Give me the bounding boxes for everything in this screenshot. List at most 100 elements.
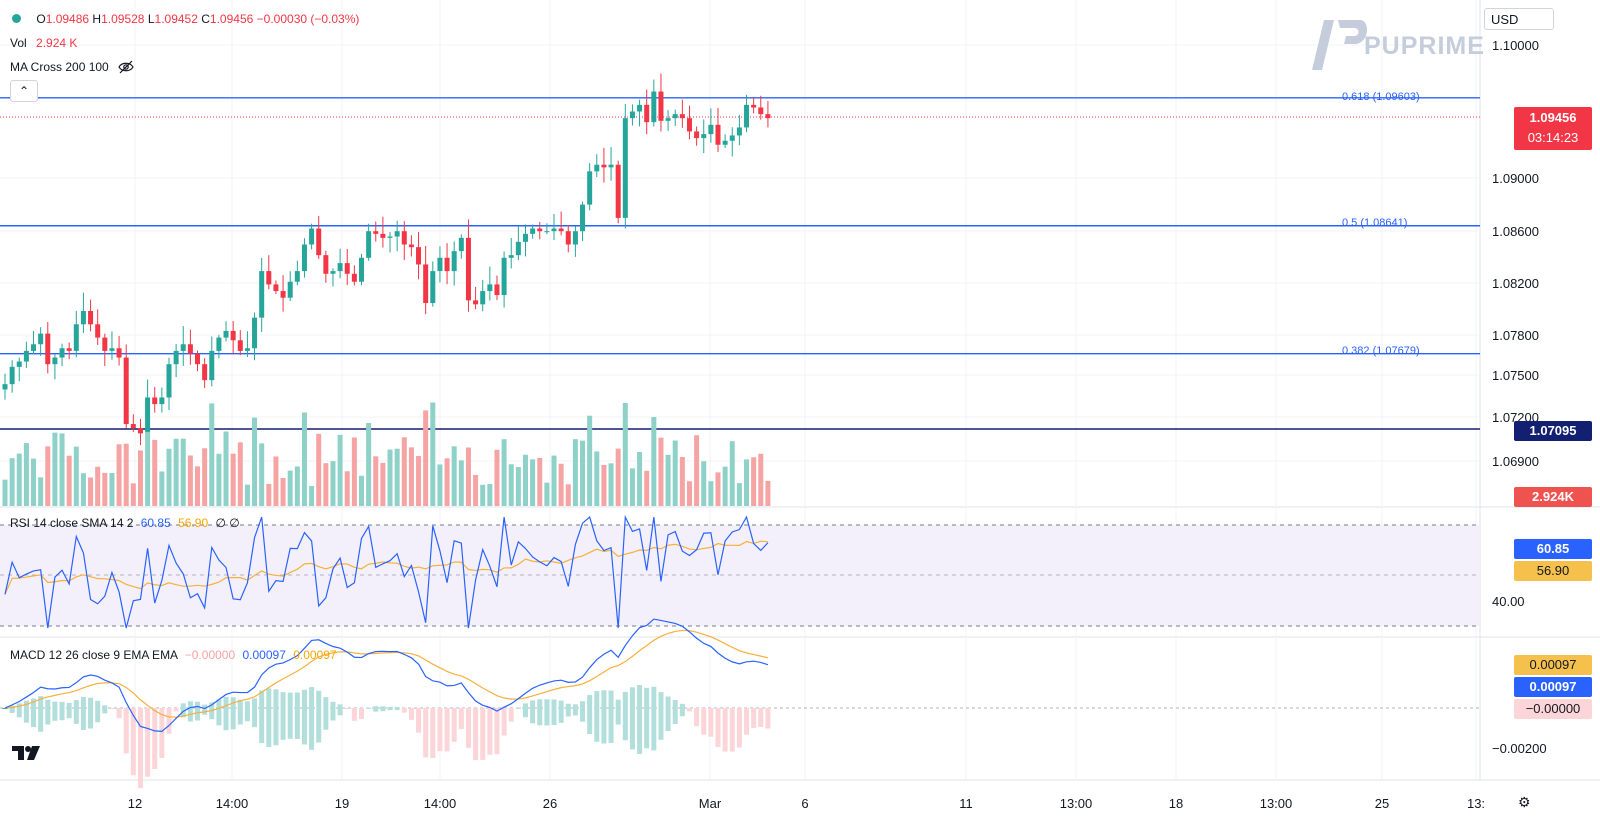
volume-bar [580, 440, 586, 506]
volume-bar [73, 446, 79, 506]
macd-histogram-bar [465, 708, 471, 748]
macd-histogram-bar [280, 692, 286, 740]
candle-body [758, 107, 764, 115]
time-tick: 25 [1374, 796, 1390, 811]
candle-body [316, 228, 322, 256]
candle-body [465, 237, 471, 301]
macd-histogram-bar [273, 689, 279, 746]
candle-body [366, 231, 372, 258]
volume-bar [444, 458, 450, 506]
macd-histogram-bar [330, 701, 336, 721]
macd-histogram-bar [665, 696, 671, 731]
macd-histogram-bar [66, 702, 72, 719]
macd-histogram-bar [594, 691, 600, 742]
candle-body [301, 244, 307, 272]
candle-body [380, 233, 386, 238]
volume-bar [66, 455, 72, 506]
candle-body [337, 263, 343, 272]
macd-histogram-bar [38, 696, 44, 732]
candle-body [551, 228, 557, 232]
collapse-legend-button[interactable]: ⌃ [10, 80, 38, 102]
volume-bar [722, 466, 728, 506]
volume-bar [487, 484, 493, 506]
volume-bar [394, 448, 400, 506]
candle-body [401, 231, 407, 245]
candle-body [744, 104, 750, 128]
settings-gear-icon[interactable]: ⚙ [1518, 794, 1531, 810]
candle-body [294, 271, 300, 282]
macd-histogram-bar [173, 708, 179, 712]
volume-bar [594, 451, 600, 506]
candle-body [237, 340, 243, 351]
macd-histogram-bar [672, 699, 678, 725]
currency-selector[interactable]: USD [1484, 8, 1554, 30]
time-tick: 26 [542, 796, 558, 811]
candle-body [658, 91, 664, 121]
macd-histogram-bar [116, 708, 122, 719]
candle-body [437, 257, 443, 272]
fib-label: 0.5 (1.08641) [1342, 217, 1408, 229]
macd-histogram-bar [351, 708, 357, 721]
volume-bar [202, 448, 208, 506]
macd-histogram-bar [537, 699, 543, 726]
candle-body [708, 124, 714, 135]
macd-histogram-bar [515, 707, 521, 709]
candle-body [751, 104, 757, 108]
macd-histogram-bar [694, 708, 700, 727]
brand-name: PUPRIME [1364, 32, 1485, 60]
low-label: L [147, 12, 155, 26]
rsi-line [4, 514, 769, 629]
candle-body [558, 228, 564, 232]
macd-signal-value: 0.00097 [293, 648, 337, 662]
candle-body [180, 344, 186, 351]
eye-off-icon[interactable] [118, 60, 134, 77]
candle-body [123, 357, 129, 425]
macd-histogram-bar [408, 708, 414, 720]
volume-bar [330, 461, 336, 506]
candle-body [52, 357, 58, 365]
volume-bar [187, 455, 193, 506]
volume-bar [52, 432, 58, 506]
candle-body [686, 118, 692, 132]
time-tick: 18 [1168, 796, 1184, 811]
volume-bar [565, 484, 571, 506]
currency-label: USD [1491, 12, 1519, 27]
tradingview-logo[interactable] [12, 744, 44, 767]
macd-histogram-bar [686, 708, 692, 712]
volume-bar [45, 446, 51, 506]
volume-bar [16, 453, 22, 506]
volume-label: Vol [10, 36, 27, 50]
macd-histogram-bar [565, 703, 571, 717]
volume-bar [266, 483, 272, 506]
ma-cross-legend[interactable]: MA Cross 200 100 [10, 60, 134, 77]
volume-bar [537, 457, 543, 506]
macd-histogram-bar [137, 708, 143, 789]
macd-histogram-bar [80, 697, 86, 730]
candle-body [223, 330, 229, 338]
macd-histogram-bar [580, 701, 586, 722]
macd-histogram-bar [45, 699, 51, 725]
volume-bar [587, 415, 593, 506]
volume-bar [2, 479, 8, 506]
candle-body [729, 135, 735, 141]
candle-body [522, 233, 528, 242]
volume-bar [309, 485, 315, 506]
macd-histogram-bar [765, 708, 771, 729]
time-tick: 13: [1466, 796, 1486, 811]
macd-histogram-bar [145, 708, 151, 777]
volume-bar [729, 441, 735, 506]
volume-bar [715, 472, 721, 506]
candle-body [715, 124, 721, 145]
candle-body [508, 255, 514, 258]
candle-body [195, 353, 201, 365]
volume-bar [686, 481, 692, 506]
volume-bar [572, 439, 578, 506]
volume-bar [708, 481, 714, 506]
volume-bar [323, 463, 329, 506]
volume-bar [23, 443, 29, 506]
candle-body [9, 366, 15, 385]
macd-histogram-bar [366, 707, 372, 709]
volume-bar [116, 444, 122, 506]
candle-body [765, 114, 771, 119]
